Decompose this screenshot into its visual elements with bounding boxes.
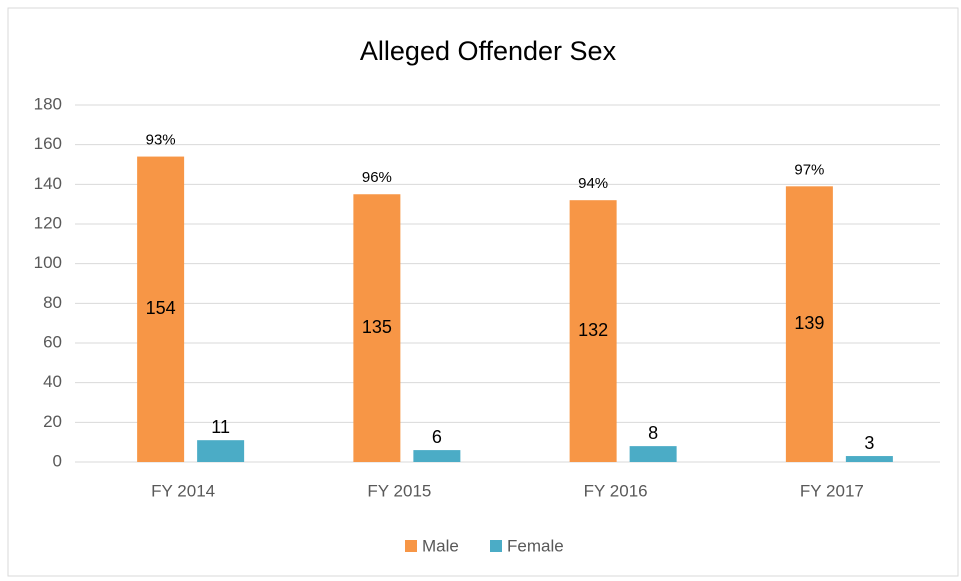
y-tick-label: 40 — [43, 372, 62, 391]
y-tick-label: 100 — [34, 253, 62, 272]
data-label: 154 — [146, 298, 176, 318]
bar — [845, 456, 893, 462]
data-label: 132 — [578, 320, 608, 340]
percent-label: 97% — [794, 161, 824, 178]
y-tick-label: 160 — [34, 134, 62, 153]
percent-label: 93% — [146, 132, 176, 149]
x-tick-label: FY 2017 — [800, 481, 864, 500]
legend-swatch — [490, 540, 502, 552]
x-tick-label: FY 2014 — [151, 481, 215, 500]
data-label: 6 — [432, 427, 442, 447]
bar — [785, 186, 833, 463]
bar — [629, 446, 677, 462]
data-label: 135 — [362, 317, 392, 337]
y-tick-label: 140 — [34, 174, 62, 193]
percent-label: 94% — [578, 175, 608, 192]
y-tick-label: 20 — [43, 412, 62, 431]
y-tick-label: 180 — [34, 94, 62, 113]
legend-swatch — [405, 540, 417, 552]
data-label: 3 — [864, 433, 874, 453]
data-label: 11 — [211, 417, 230, 437]
bar — [353, 194, 401, 462]
y-tick-label: 60 — [43, 332, 62, 351]
bar — [197, 440, 245, 462]
y-tick-label: 0 — [53, 451, 62, 470]
data-label: 8 — [648, 423, 658, 443]
bar — [413, 450, 461, 462]
bar — [569, 200, 617, 462]
chart-title: Alleged Offender Sex — [360, 36, 617, 66]
y-tick-label: 120 — [34, 213, 62, 232]
x-tick-label: FY 2015 — [367, 481, 431, 500]
legend-label: Female — [507, 536, 564, 555]
percent-label: 96% — [362, 169, 392, 186]
data-label: 139 — [794, 313, 824, 333]
y-tick-label: 80 — [43, 293, 62, 312]
legend-label: Male — [422, 536, 459, 555]
bar — [137, 156, 185, 463]
x-tick-label: FY 2016 — [584, 481, 648, 500]
